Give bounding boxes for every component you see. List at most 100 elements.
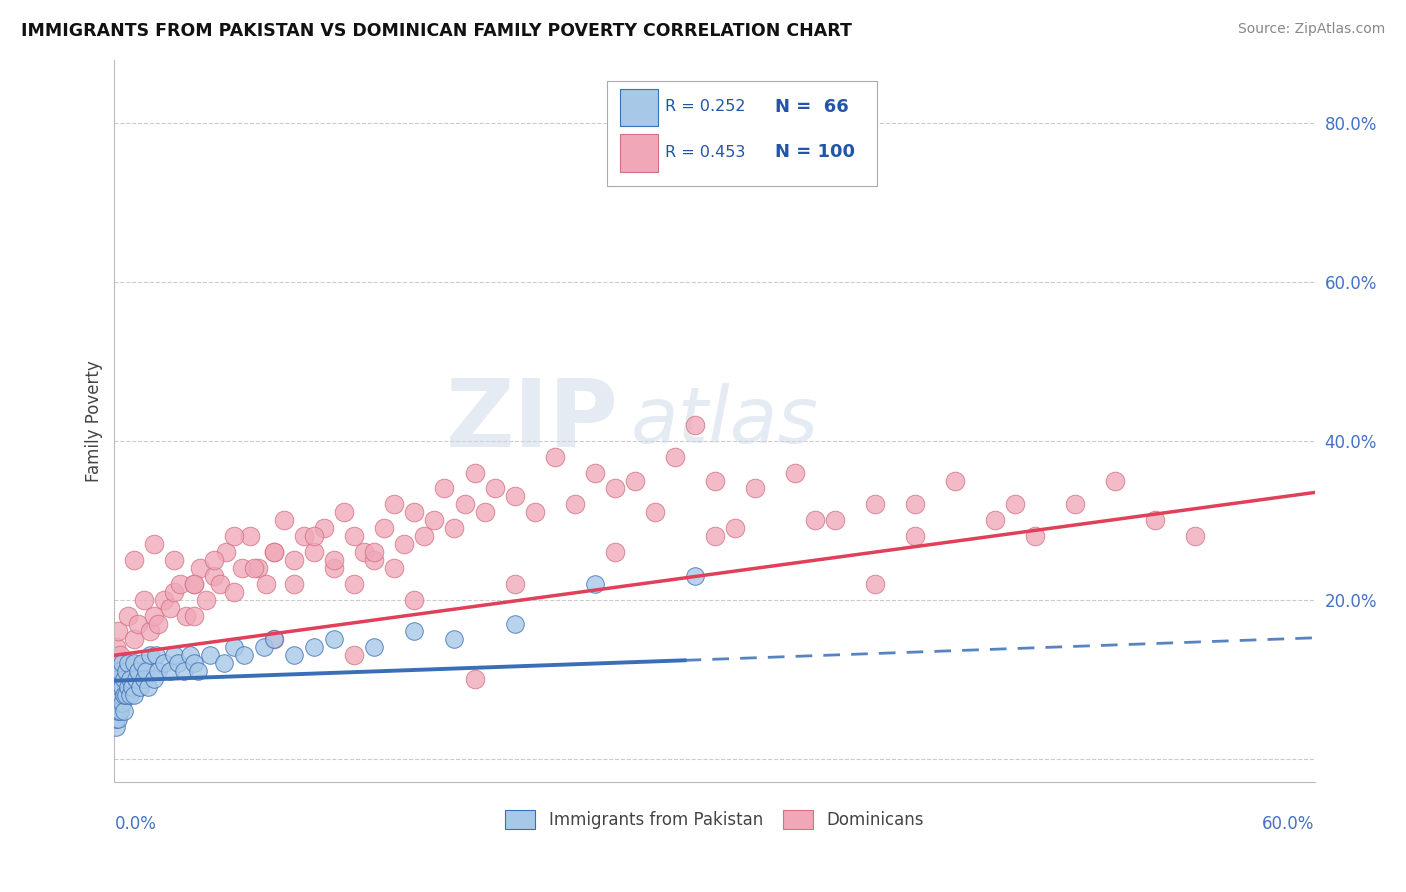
Point bbox=[503, 616, 526, 631]
Point bbox=[110, 688, 132, 702]
Point bbox=[247, 561, 270, 575]
Point bbox=[384, 497, 406, 511]
Point bbox=[703, 529, 725, 543]
Point bbox=[343, 529, 366, 543]
Point bbox=[443, 521, 465, 535]
Point bbox=[134, 672, 156, 686]
Point bbox=[263, 545, 285, 559]
Point bbox=[353, 545, 375, 559]
Text: N = 100: N = 100 bbox=[775, 143, 855, 161]
Point bbox=[943, 474, 966, 488]
Point bbox=[179, 648, 201, 663]
Point bbox=[1143, 513, 1166, 527]
Point bbox=[256, 576, 278, 591]
Point bbox=[110, 648, 132, 663]
Point bbox=[363, 545, 385, 559]
Point bbox=[314, 521, 336, 535]
Point bbox=[105, 664, 128, 678]
Point bbox=[744, 482, 766, 496]
Point bbox=[143, 672, 166, 686]
Point bbox=[138, 680, 160, 694]
Point bbox=[129, 680, 152, 694]
Point bbox=[105, 720, 128, 734]
Y-axis label: Family Poverty: Family Poverty bbox=[86, 360, 103, 482]
Point bbox=[423, 513, 446, 527]
FancyBboxPatch shape bbox=[606, 81, 876, 186]
Point bbox=[163, 553, 186, 567]
Point bbox=[443, 632, 465, 647]
Point bbox=[167, 657, 190, 671]
Point bbox=[215, 545, 238, 559]
Point bbox=[384, 561, 406, 575]
Point bbox=[120, 688, 142, 702]
Point bbox=[904, 497, 927, 511]
Point bbox=[463, 466, 485, 480]
Point bbox=[723, 521, 745, 535]
Point bbox=[183, 657, 205, 671]
Point bbox=[1184, 529, 1206, 543]
Point bbox=[209, 576, 232, 591]
Point bbox=[120, 672, 142, 686]
Text: 0.0%: 0.0% bbox=[114, 815, 156, 833]
Point bbox=[107, 624, 129, 639]
Point bbox=[107, 688, 129, 702]
Point bbox=[110, 664, 132, 678]
Point bbox=[135, 664, 157, 678]
Point bbox=[304, 640, 326, 655]
Point bbox=[283, 553, 305, 567]
Point bbox=[183, 576, 205, 591]
Point bbox=[231, 561, 253, 575]
Point bbox=[159, 664, 181, 678]
Point bbox=[983, 513, 1005, 527]
Point bbox=[111, 680, 134, 694]
Point bbox=[112, 664, 135, 678]
Point bbox=[153, 592, 176, 607]
Point bbox=[183, 576, 205, 591]
Point bbox=[283, 648, 305, 663]
Point bbox=[139, 648, 162, 663]
Point bbox=[107, 696, 129, 710]
Text: N =  66: N = 66 bbox=[775, 97, 848, 116]
Point bbox=[153, 657, 176, 671]
Point bbox=[117, 657, 139, 671]
Point bbox=[363, 640, 385, 655]
Point bbox=[183, 608, 205, 623]
Point bbox=[176, 608, 198, 623]
Point bbox=[105, 712, 128, 726]
Point bbox=[583, 466, 606, 480]
Text: 60.0%: 60.0% bbox=[1263, 815, 1315, 833]
Point bbox=[394, 537, 416, 551]
Point bbox=[523, 505, 546, 519]
Point bbox=[112, 672, 135, 686]
Point bbox=[803, 513, 825, 527]
Point bbox=[195, 592, 218, 607]
Point bbox=[187, 664, 209, 678]
Point bbox=[204, 569, 226, 583]
Legend: Immigrants from Pakistan, Dominicans: Immigrants from Pakistan, Dominicans bbox=[499, 803, 931, 836]
Point bbox=[110, 704, 132, 718]
Point bbox=[204, 553, 226, 567]
Point bbox=[543, 450, 565, 464]
Point bbox=[404, 505, 426, 519]
Point bbox=[143, 608, 166, 623]
Point bbox=[239, 529, 262, 543]
Point bbox=[145, 648, 167, 663]
Point bbox=[363, 553, 385, 567]
Point bbox=[474, 505, 496, 519]
Point bbox=[105, 688, 128, 702]
Point bbox=[1063, 497, 1085, 511]
Point bbox=[644, 505, 666, 519]
Point bbox=[373, 521, 395, 535]
Point bbox=[343, 576, 366, 591]
Point bbox=[224, 529, 246, 543]
Point bbox=[111, 657, 134, 671]
Point bbox=[107, 704, 129, 718]
Point bbox=[453, 497, 475, 511]
Point bbox=[117, 680, 139, 694]
Point bbox=[323, 632, 346, 647]
Point bbox=[121, 680, 143, 694]
Text: Source: ZipAtlas.com: Source: ZipAtlas.com bbox=[1237, 22, 1385, 37]
Point bbox=[159, 600, 181, 615]
Point bbox=[1024, 529, 1046, 543]
Point bbox=[703, 474, 725, 488]
